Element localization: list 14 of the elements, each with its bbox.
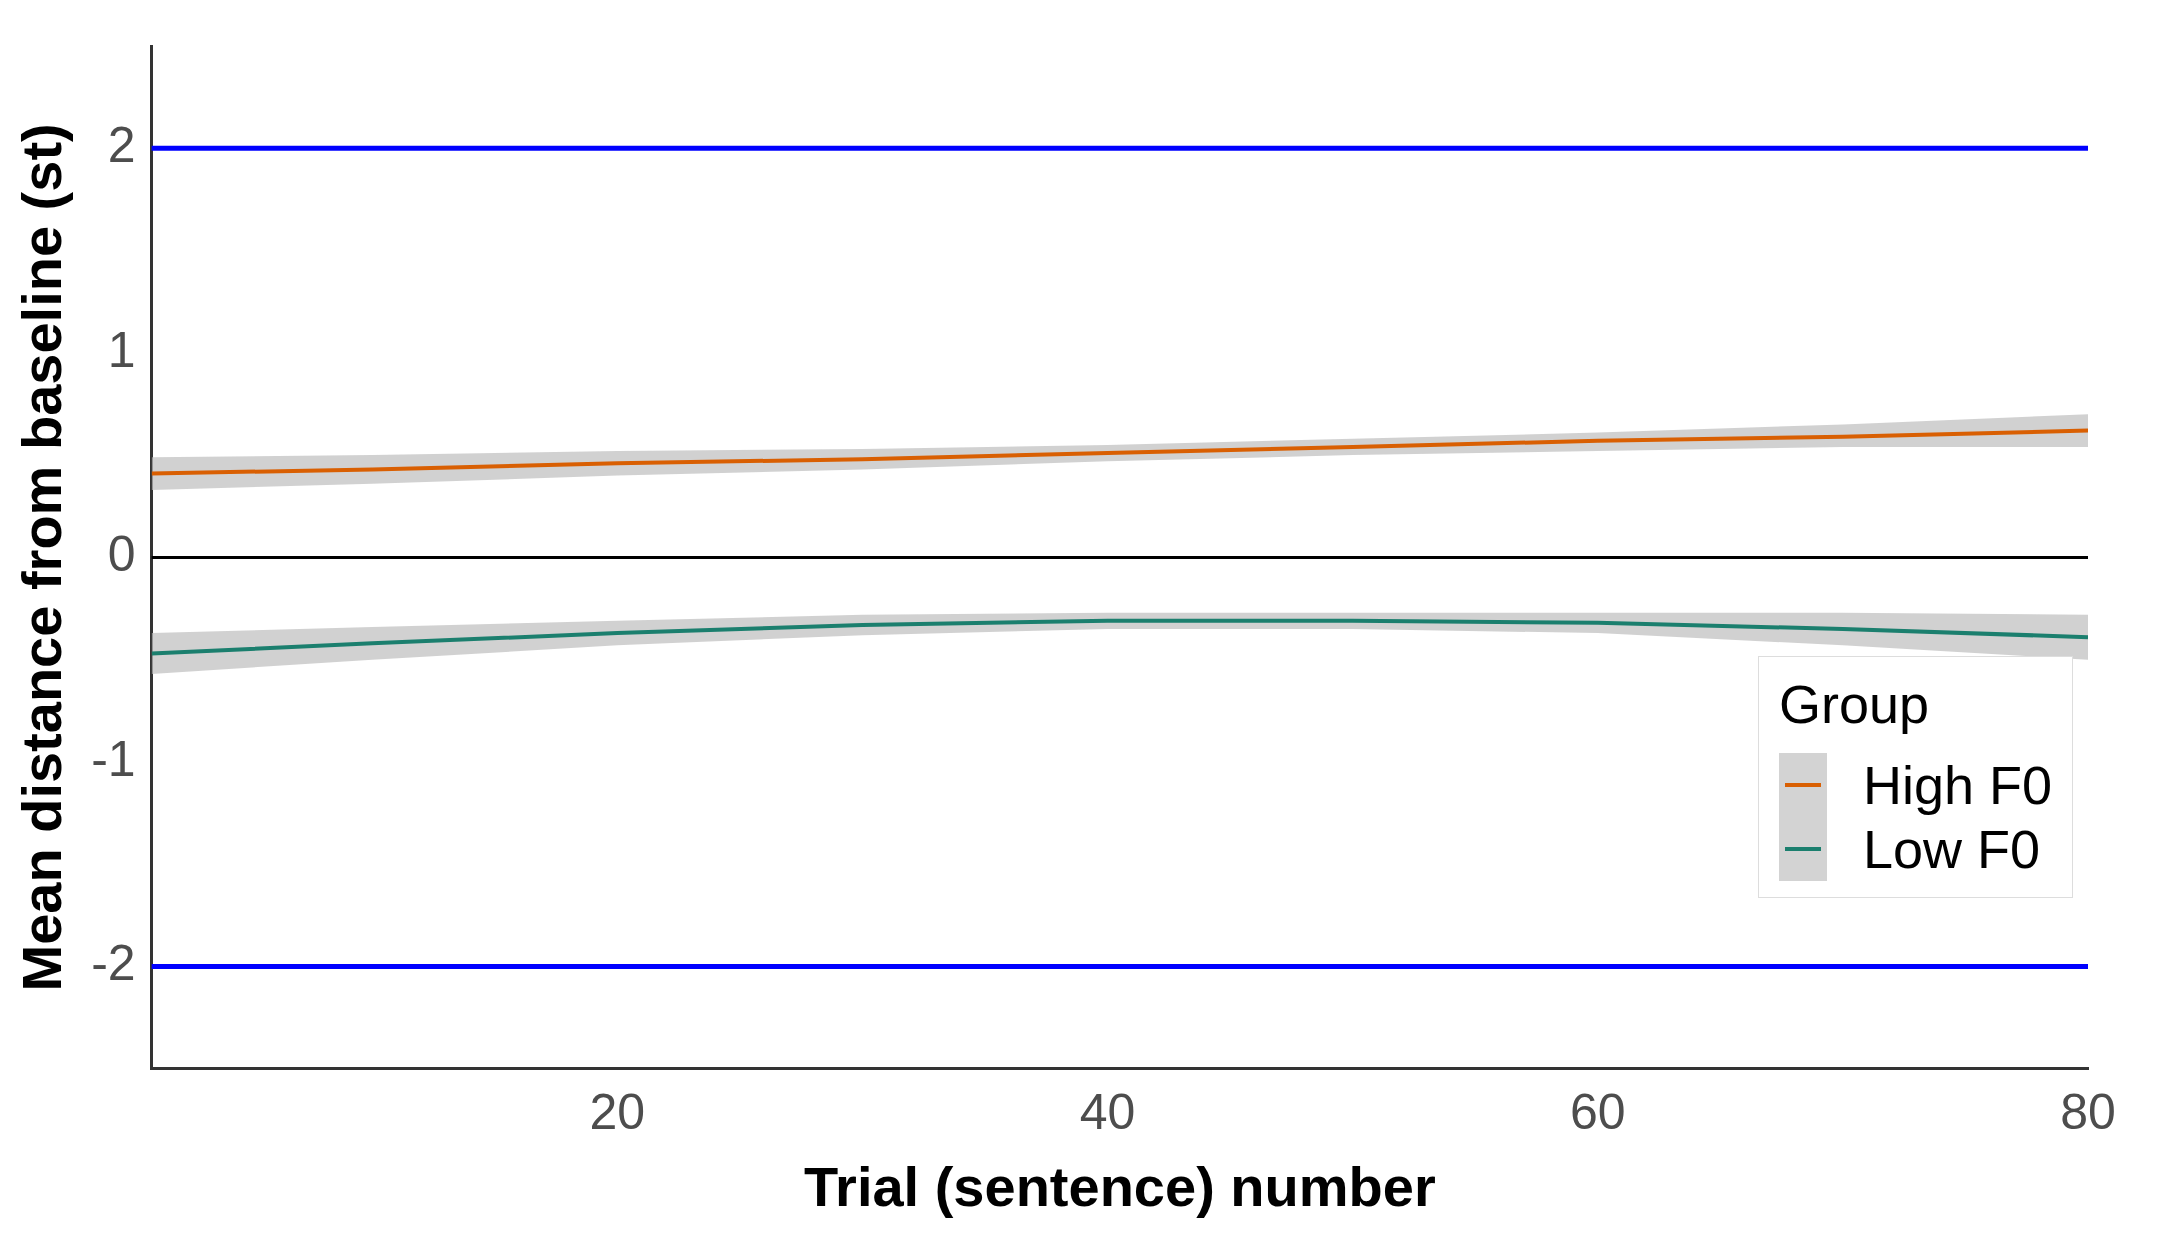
y-axis-title: Mean distance from baseline (st) — [10, 123, 74, 992]
y-tick-label: 2 — [107, 117, 136, 174]
x-tick-label: 60 — [1569, 1083, 1626, 1140]
y-tick-label: -1 — [91, 730, 136, 787]
x-tick-label: 40 — [1079, 1083, 1136, 1140]
y-tick-label: 0 — [107, 526, 136, 583]
x-tick-label: 80 — [2060, 1083, 2116, 1140]
y-tick-label: 1 — [107, 321, 136, 378]
y-tick-label: -2 — [91, 935, 136, 992]
legend-label: Low F0 — [1862, 818, 2040, 881]
x-tick-label: 20 — [589, 1083, 646, 1140]
legend-title: Group — [1778, 673, 1930, 735]
legend-label: High F0 — [1862, 754, 2052, 817]
x-axis-title: Trial (sentence) number — [803, 1154, 1436, 1218]
